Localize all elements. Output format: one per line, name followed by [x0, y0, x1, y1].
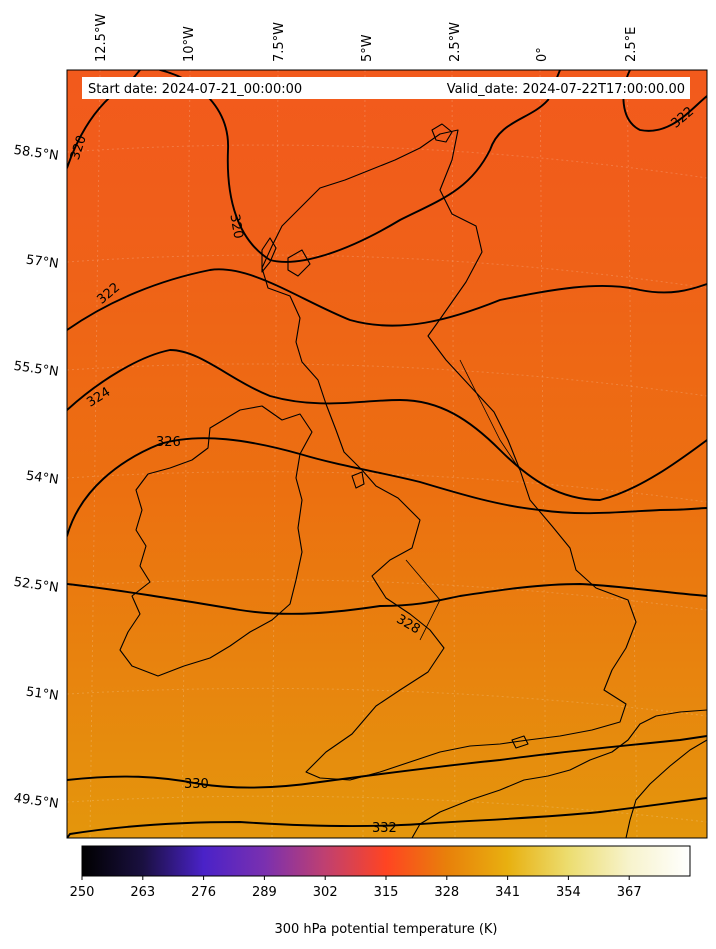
contour-label-330: 330	[184, 777, 209, 792]
colorbar-tick-label: 263	[130, 885, 155, 900]
contour-320-inner	[159, 70, 561, 263]
latitude-labels: 58.5°N 57°N 55.5°N 54°N 52.5°N 51°N 49.5…	[13, 143, 60, 812]
lon-label-2-5w: 2.5°W	[448, 22, 463, 62]
colorbar-tick-label: 341	[495, 885, 520, 900]
isle-of-man-coast	[351, 471, 365, 489]
colorbar-label: 300 hPa potential temperature (K)	[274, 922, 497, 937]
contour-label-332: 332	[372, 821, 397, 836]
longitude-labels: 12.5°W 10°W 7.5°W 5°W 2.5°W 0° 2.5°E	[94, 14, 639, 62]
lon-label-0: 0°	[535, 47, 550, 62]
colorbar-ticks: 250 263 276 289 302 315 328 341 354 367	[70, 876, 642, 900]
temperature-field	[67, 70, 707, 838]
ireland-coast	[119, 405, 313, 677]
colorbar-tick-label: 289	[252, 885, 277, 900]
lon-label-2-5e: 2.5°E	[624, 27, 639, 62]
contours	[67, 70, 707, 838]
contour-322-north	[67, 268, 707, 331]
lat-label-49-5n: 49.5°N	[13, 791, 60, 812]
colorbar-tick-label: 354	[556, 885, 581, 900]
header-box	[82, 77, 690, 99]
contour-label-320-a: 320	[68, 134, 90, 162]
graticule	[67, 70, 707, 838]
colorbar-tick-label: 328	[434, 885, 459, 900]
lat-label-52-5n: 52.5°N	[13, 575, 60, 596]
inland-line-1	[459, 359, 521, 471]
continent-coast-east	[625, 739, 707, 838]
lat-label-55-5n: 55.5°N	[13, 359, 60, 380]
continent-coast	[411, 709, 707, 838]
contour-label-320-b: 320	[226, 213, 245, 240]
contour-330	[67, 735, 707, 789]
wight-coast	[511, 735, 529, 749]
colorbar: 250 263 276 289 302 315 328 341 354 367 300 hPa p…	[70, 845, 691, 937]
colorbar-tick-label: 276	[191, 885, 216, 900]
lat-label-57n: 57°N	[25, 253, 60, 272]
lon-label-5w: 5°W	[360, 34, 375, 62]
contour-326	[67, 437, 707, 537]
contour-328	[67, 583, 707, 615]
skye-coast	[287, 249, 311, 277]
contour-332	[67, 797, 707, 838]
start-date-label: Start date: 2024-07-21_00:00:00	[88, 82, 302, 97]
lat-label-54n: 54°N	[25, 469, 60, 488]
colorbar-tick-label: 315	[374, 885, 399, 900]
orkney-coast	[431, 123, 453, 143]
colorbar-tick-label: 367	[617, 885, 642, 900]
lat-label-58-5n: 58.5°N	[13, 143, 60, 164]
map-frame	[66, 69, 708, 839]
great-britain-coast	[261, 129, 637, 781]
contour-324	[67, 349, 707, 501]
colorbar-tick-label: 250	[70, 885, 95, 900]
lon-label-12-5w: 12.5°W	[94, 14, 109, 62]
colorbar-gradient	[81, 845, 691, 877]
lon-label-7-5w: 7.5°W	[272, 22, 287, 62]
valid-date-label: Valid_date: 2024-07-22T17:00:00.00	[447, 82, 685, 97]
coastlines	[119, 123, 707, 838]
map-panel: 320 320 322 322 324 326 328 330 332 Star…	[67, 70, 707, 838]
hebrides-coast	[261, 237, 277, 273]
contour-label-326: 326	[156, 435, 181, 450]
colorbar-tick-label: 302	[313, 885, 338, 900]
lat-label-51n: 51°N	[25, 685, 60, 704]
lon-label-10w: 10°W	[182, 26, 197, 62]
